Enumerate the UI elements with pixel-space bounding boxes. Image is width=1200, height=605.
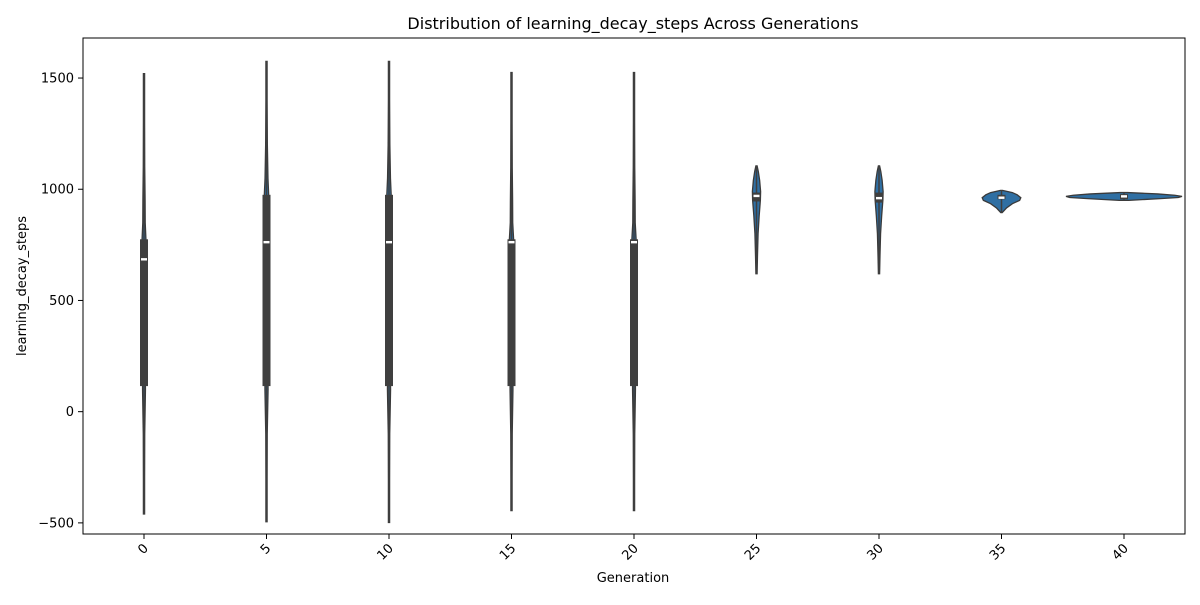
median-marker-gen-10 bbox=[386, 240, 392, 244]
median-marker-gen-30 bbox=[876, 196, 882, 200]
x-tick-label: 20 bbox=[620, 541, 642, 563]
chart-title: Distribution of learning_decay_steps Acr… bbox=[407, 14, 858, 34]
x-axis-label: Generation bbox=[597, 571, 670, 586]
x-tick-label: 0 bbox=[135, 541, 151, 557]
median-marker-gen-0 bbox=[141, 258, 147, 261]
x-tick-label: 5 bbox=[258, 541, 274, 557]
iqr-box-gen-20 bbox=[630, 239, 638, 387]
x-axis: 0 5 10 15 20 25 30 35 40 bbox=[135, 534, 1132, 564]
median-marker-gen-20 bbox=[631, 240, 637, 244]
x-tick-label: 40 bbox=[1110, 541, 1132, 563]
plot-area bbox=[140, 60, 1183, 524]
y-tick-label: 0 bbox=[66, 405, 74, 420]
median-marker-gen-5 bbox=[263, 240, 270, 244]
iqr-box-gen-15 bbox=[507, 239, 516, 387]
x-tick-label: 35 bbox=[987, 541, 1009, 563]
median-marker-gen-40 bbox=[1121, 195, 1127, 198]
iqr-box-gen-10 bbox=[385, 194, 393, 387]
y-tick-label: 500 bbox=[49, 294, 74, 309]
iqr-box-gen-5 bbox=[262, 194, 271, 387]
y-tick-label: −500 bbox=[38, 516, 74, 531]
x-tick-label: 10 bbox=[375, 541, 397, 563]
y-axis: −500 0 500 1000 1500 bbox=[38, 72, 83, 531]
median-marker-gen-25 bbox=[753, 194, 760, 198]
y-tick-label: 1500 bbox=[41, 72, 74, 87]
iqr-box-gen-0 bbox=[140, 239, 148, 387]
median-marker-gen-35 bbox=[998, 196, 1005, 199]
x-tick-label: 25 bbox=[742, 541, 764, 563]
x-tick-label: 30 bbox=[865, 541, 887, 563]
x-tick-label: 15 bbox=[497, 541, 519, 563]
y-tick-label: 1000 bbox=[41, 183, 74, 198]
y-axis-label: learning_decay_steps bbox=[15, 216, 30, 356]
median-marker-gen-15 bbox=[508, 240, 515, 244]
